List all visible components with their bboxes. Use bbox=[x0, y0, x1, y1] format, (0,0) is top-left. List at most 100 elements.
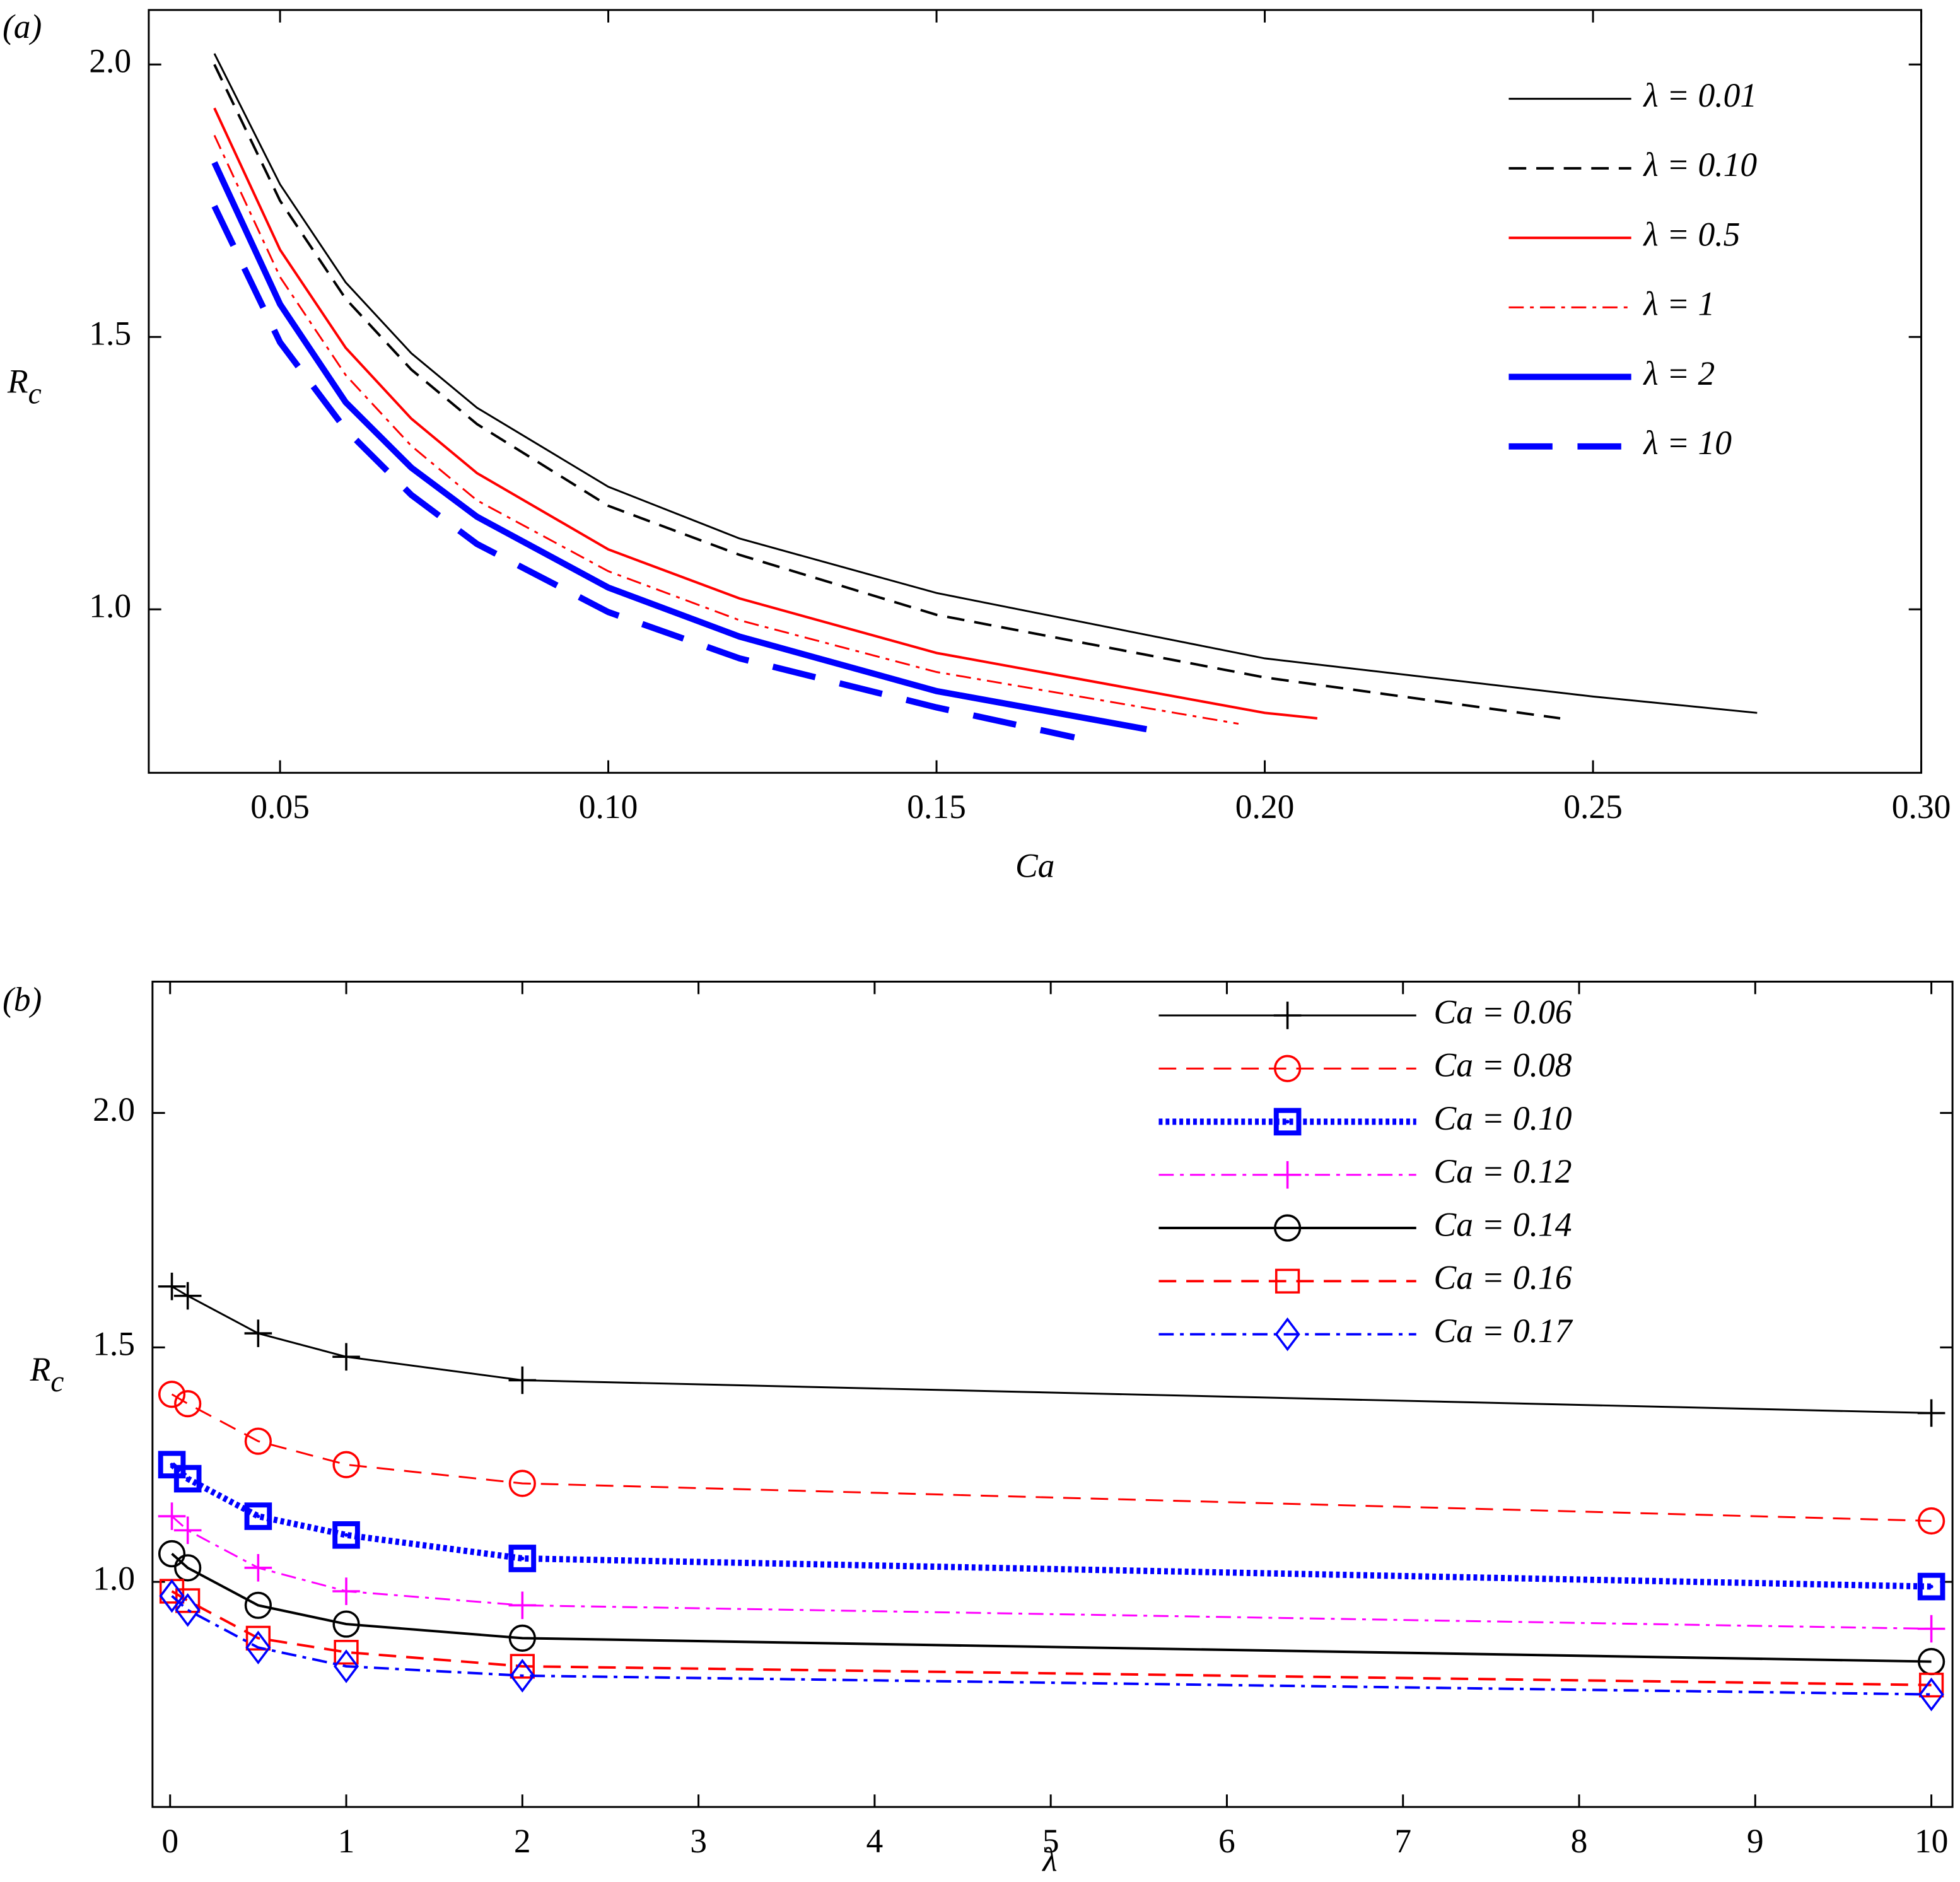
marker bbox=[332, 1521, 360, 1549]
y-axis-label: Rc bbox=[7, 363, 42, 410]
marker bbox=[332, 1577, 360, 1605]
x-tick-label: 0.10 bbox=[579, 788, 638, 826]
series-line bbox=[211, 161, 1148, 733]
legend-label: λ = 0.5 bbox=[1643, 215, 1741, 253]
x-tick-label: 1 bbox=[338, 1822, 355, 1860]
marker bbox=[244, 1319, 272, 1347]
legend-label: Ca = 0.12 bbox=[1434, 1152, 1572, 1190]
legend-marker bbox=[1275, 1317, 1300, 1352]
panel-label: (b) bbox=[3, 980, 42, 1018]
marker bbox=[332, 1343, 360, 1371]
x-tick-label: 3 bbox=[690, 1822, 707, 1860]
legend-label: Ca = 0.06 bbox=[1434, 993, 1572, 1031]
marker bbox=[510, 1654, 535, 1679]
series-line bbox=[213, 53, 1758, 714]
x-tick-label: 9 bbox=[1747, 1822, 1764, 1860]
y-tick-label: 1.0 bbox=[89, 587, 131, 624]
marker bbox=[158, 1272, 186, 1300]
marker bbox=[245, 1625, 271, 1651]
marker bbox=[508, 1470, 536, 1497]
marker bbox=[244, 1554, 272, 1582]
marker bbox=[245, 1630, 271, 1665]
marker bbox=[244, 1502, 272, 1530]
marker-dot bbox=[1929, 1584, 1934, 1589]
series-line bbox=[171, 1594, 1932, 1696]
axes-frame bbox=[151, 980, 1954, 1808]
legend-label: λ = 0.01 bbox=[1643, 76, 1758, 114]
y-tick-label: 2.0 bbox=[89, 42, 131, 80]
marker bbox=[508, 1624, 536, 1652]
y-tick-label: 1.5 bbox=[89, 314, 131, 352]
y-tick-label: 1.5 bbox=[93, 1325, 135, 1363]
marker bbox=[1918, 1677, 1944, 1712]
series-line bbox=[213, 64, 1561, 720]
legend-label: Ca = 0.08 bbox=[1434, 1046, 1572, 1084]
marker bbox=[332, 1610, 360, 1638]
y-tick-label: 2.0 bbox=[93, 1090, 135, 1128]
marker bbox=[1917, 1399, 1945, 1427]
marker bbox=[158, 1451, 186, 1479]
marker-dot bbox=[185, 1476, 190, 1481]
series-line bbox=[213, 134, 1239, 725]
legend-label: Ca = 0.17 bbox=[1434, 1312, 1573, 1350]
legend-label: Ca = 0.14 bbox=[1434, 1205, 1572, 1243]
marker bbox=[510, 1659, 535, 1693]
marker bbox=[158, 1502, 186, 1530]
legend-marker bbox=[1274, 1214, 1302, 1242]
x-tick-label: 6 bbox=[1218, 1822, 1235, 1860]
x-tick-label: 2 bbox=[514, 1822, 531, 1860]
legend-label: Ca = 0.16 bbox=[1434, 1259, 1572, 1297]
x-tick-label: 10 bbox=[1915, 1822, 1949, 1860]
marker bbox=[159, 1579, 185, 1613]
marker bbox=[174, 1389, 202, 1418]
legend-label: λ = 1 bbox=[1643, 285, 1715, 323]
x-tick-label: 0 bbox=[161, 1822, 178, 1860]
series-line bbox=[171, 1393, 1932, 1522]
marker bbox=[173, 1282, 202, 1310]
legend-marker bbox=[1275, 1268, 1300, 1294]
marker bbox=[334, 1640, 359, 1665]
marker bbox=[174, 1554, 202, 1582]
marker-dot bbox=[520, 1556, 525, 1560]
marker bbox=[1917, 1507, 1945, 1535]
marker bbox=[244, 1427, 272, 1455]
legend-marker bbox=[1273, 1002, 1302, 1029]
x-tick-label: 7 bbox=[1394, 1822, 1411, 1860]
series-line bbox=[170, 1462, 1932, 1590]
legend-marker bbox=[1274, 1055, 1302, 1082]
marker bbox=[332, 1451, 360, 1478]
x-tick-label: 4 bbox=[866, 1822, 884, 1860]
marker-dot bbox=[1285, 1119, 1290, 1124]
y-tick-label: 1.0 bbox=[93, 1559, 135, 1597]
marker bbox=[158, 1381, 186, 1408]
x-tick-label: 0.15 bbox=[907, 788, 966, 826]
series-line bbox=[213, 107, 1318, 720]
x-axis-label: Ca bbox=[1015, 846, 1054, 884]
series-line bbox=[171, 1590, 1932, 1686]
x-tick-label: 8 bbox=[1571, 1822, 1588, 1860]
legend-label: λ = 0.10 bbox=[1643, 146, 1758, 184]
marker bbox=[508, 1366, 537, 1394]
marker bbox=[1917, 1572, 1945, 1601]
marker bbox=[173, 1516, 202, 1545]
x-tick-label: 0.05 bbox=[250, 788, 310, 826]
marker bbox=[158, 1540, 186, 1568]
marker-dot bbox=[344, 1533, 349, 1537]
marker bbox=[333, 1649, 359, 1683]
marker bbox=[244, 1591, 272, 1619]
marker bbox=[173, 1464, 202, 1493]
y-axis-label: Rc bbox=[30, 1350, 64, 1398]
series-line bbox=[211, 204, 1075, 741]
legend-marker bbox=[1273, 1160, 1302, 1189]
marker bbox=[1917, 1615, 1945, 1643]
axes-frame bbox=[148, 9, 1923, 774]
marker-dot bbox=[170, 1463, 174, 1467]
marker-dot bbox=[256, 1514, 260, 1519]
series-line bbox=[171, 1553, 1932, 1663]
marker bbox=[508, 1545, 537, 1572]
legend-marker bbox=[1273, 1108, 1302, 1136]
series-line bbox=[171, 1285, 1932, 1414]
x-tick-label: 5 bbox=[1042, 1822, 1059, 1860]
legend-label: λ = 2 bbox=[1643, 354, 1715, 392]
